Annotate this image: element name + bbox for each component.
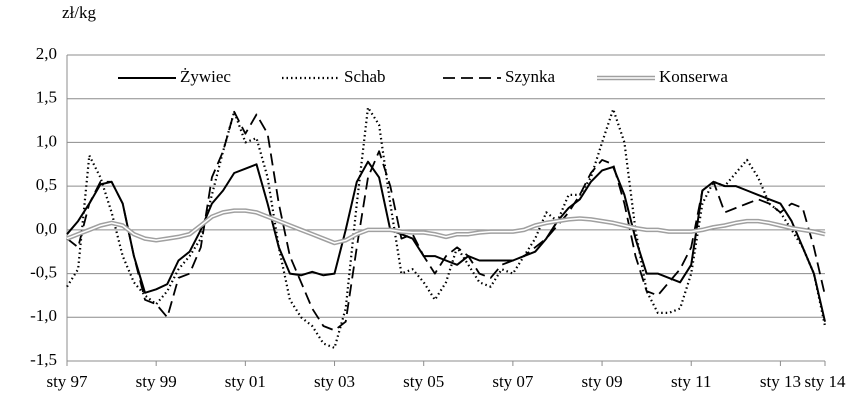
y-axis-title: zł/kg <box>62 3 96 22</box>
series-line <box>66 160 826 322</box>
legend-label: Schab <box>344 67 386 86</box>
legend-label: Żywiec <box>180 67 231 86</box>
y-tick-label: 0,0 <box>36 219 57 238</box>
y-tick-label: 1,0 <box>36 131 57 150</box>
y-tick-label: -1,0 <box>30 306 57 325</box>
x-tick-label: sty 99 <box>136 372 177 391</box>
x-tick-label: sty 03 <box>314 372 355 391</box>
series-line-inner <box>66 209 826 244</box>
y-tick-label: -0,5 <box>30 262 57 281</box>
series-line <box>66 110 826 332</box>
y-tick-label: -1,5 <box>30 350 57 369</box>
y-tick-label: 1,5 <box>36 88 57 107</box>
legend-label: Konserwa <box>659 67 728 86</box>
x-tick-label: sty 13 <box>760 372 801 391</box>
x-tick-label: sty 01 <box>225 372 266 391</box>
series-line <box>66 106 827 349</box>
x-tick-label: sty 14 <box>804 372 846 391</box>
x-tick-label: sty 11 <box>671 372 711 391</box>
y-tick-label: 0,5 <box>36 175 57 194</box>
x-tick-label: sty 09 <box>582 372 623 391</box>
x-tick-label: sty 97 <box>46 372 88 391</box>
y-tick-label: 2,0 <box>36 44 57 63</box>
x-tick-label: sty 05 <box>403 372 444 391</box>
x-tick-label: sty 07 <box>492 372 534 391</box>
legend-label: Szynka <box>505 67 556 86</box>
